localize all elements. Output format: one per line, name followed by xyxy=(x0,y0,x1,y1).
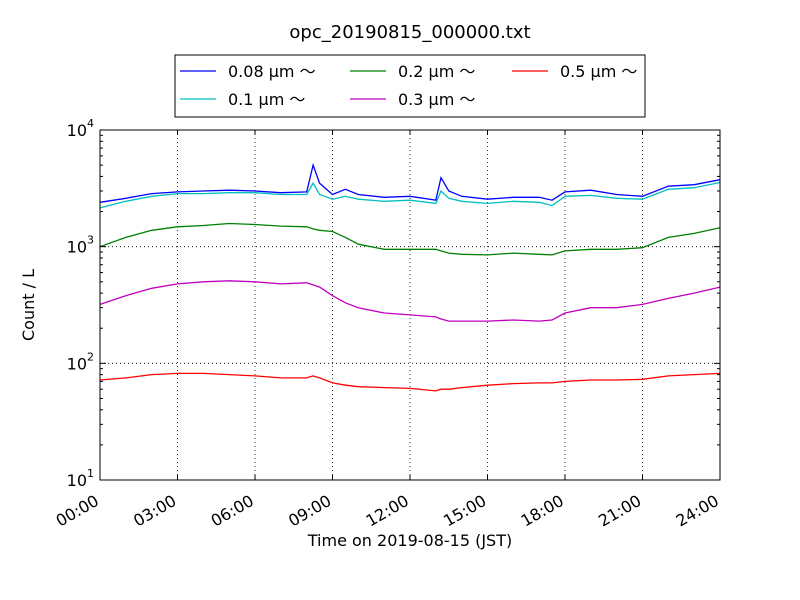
x-tick-label: 21:00 xyxy=(595,491,644,531)
x-tick-label: 15:00 xyxy=(440,491,489,531)
series-line-4 xyxy=(99,372,721,392)
legend-label: 0.3 μm ～ xyxy=(398,90,475,109)
y-tick-label: 102 xyxy=(67,350,94,373)
ticks-layer: 00:00 03:00 06:00 09:00 12:00 15:00 18:00 21:00… xyxy=(53,117,722,531)
grid-layer xyxy=(100,130,720,480)
series-line-0 xyxy=(99,162,721,203)
series-line-2 xyxy=(99,222,721,256)
y-axis-label: Count / L xyxy=(19,269,38,341)
legend: 0.08 μm ～ 0.1 μm ～ 0.2 μm ～ 0.3 μm ～ 0.5 μm … xyxy=(174,54,646,118)
legend-label: 0.5 μm ～ xyxy=(560,62,637,81)
x-tick-label: 00:00 xyxy=(53,491,102,531)
x-tick-label: 09:00 xyxy=(285,491,334,531)
y-tick-label: 101 xyxy=(67,467,94,490)
legend-label: 0.2 μm ～ xyxy=(398,62,475,81)
series-line-3 xyxy=(99,280,721,322)
legend-label: 0.1 μm ～ xyxy=(228,90,305,109)
x-axis-label: Time on 2019-08-15 (JST) xyxy=(307,531,512,550)
x-tick-label: 24:00 xyxy=(673,491,722,531)
chart-title: opc_20190815_000000.txt xyxy=(289,22,530,43)
y-tick-label: 103 xyxy=(67,234,94,257)
y-tick-exponent: 3 xyxy=(87,234,94,247)
y-tick-label: 104 xyxy=(67,117,94,140)
y-tick-exponent: 2 xyxy=(87,350,94,363)
legend-box xyxy=(174,54,646,118)
legend-label: 0.08 μm ～ xyxy=(228,62,316,81)
series-layer xyxy=(99,162,721,392)
x-tick-label: 03:00 xyxy=(130,491,179,531)
y-tick-exponent: 4 xyxy=(87,117,94,130)
x-tick-label: 12:00 xyxy=(363,491,412,531)
x-tick-label: 06:00 xyxy=(208,491,257,531)
series-line-1 xyxy=(99,181,721,209)
y-tick-exponent: 1 xyxy=(87,467,94,480)
x-tick-label: 18:00 xyxy=(518,491,567,531)
